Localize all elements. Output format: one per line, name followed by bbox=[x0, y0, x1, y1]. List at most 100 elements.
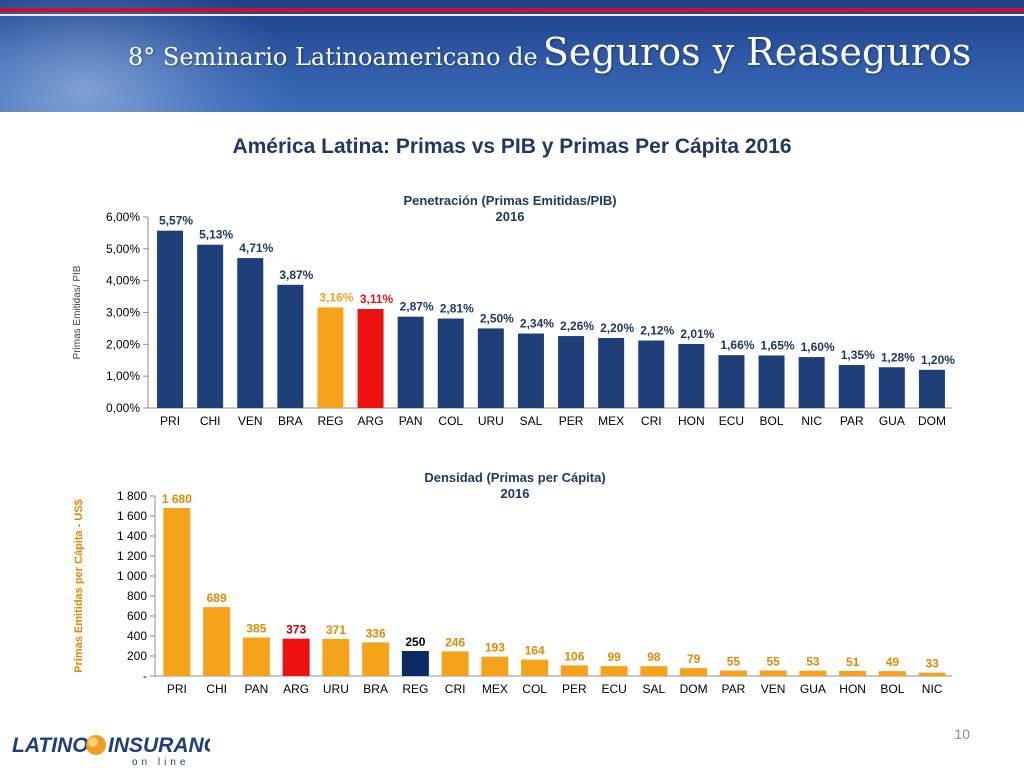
chart2-data-label-bra: 336 bbox=[366, 626, 386, 640]
chart2-data-label-bol: 49 bbox=[886, 655, 900, 669]
chart1-data-label-gua: 1,28% bbox=[881, 350, 915, 364]
chart1-bar-gua bbox=[878, 367, 905, 408]
chart1-y-tick-label: 5,00% bbox=[106, 242, 140, 256]
chart2-data-label-sal: 98 bbox=[647, 650, 661, 664]
chart1-data-label-par: 1,35% bbox=[841, 348, 875, 362]
chart1-x-tick-label-bra: BRA bbox=[278, 414, 303, 428]
chart1-data-label-chi: 5,13% bbox=[199, 228, 233, 242]
chart2-bar-hon bbox=[839, 670, 867, 676]
chart1-x-tick-label-gua: GUA bbox=[879, 414, 905, 428]
chart1-bar-hon bbox=[678, 344, 705, 408]
chart2-x-tick-label-ven: VEN bbox=[761, 682, 786, 696]
seminar-title: 8° Seminario Latinoamericano de Seguros … bbox=[128, 30, 971, 74]
chart1-data-label-bol: 1,65% bbox=[761, 338, 795, 352]
chart2-data-label-hon: 51 bbox=[846, 655, 860, 669]
chart2-x-tick-label-chi: CHI bbox=[206, 682, 227, 696]
chart2-bar-uru bbox=[322, 638, 350, 676]
chart1-data-label-nic: 1,60% bbox=[801, 340, 835, 354]
chart1-bar-per bbox=[558, 336, 585, 408]
chart1-bar-nic bbox=[798, 357, 825, 408]
chart2-x-tick-label-mex: MEX bbox=[482, 682, 508, 696]
chart2-x-tick-label-col: COL bbox=[522, 682, 547, 696]
chart2-x-tick-label-bol: BOL bbox=[880, 682, 904, 696]
chart1-x-tick-label-sal: SAL bbox=[520, 414, 543, 428]
chart2-bar-reg bbox=[401, 651, 429, 676]
chart1-bar-par bbox=[838, 365, 865, 408]
chart2-x-tick-label-pri: PRI bbox=[167, 682, 187, 696]
chart1-bar-ecu bbox=[718, 355, 745, 408]
chart2-x-tick-label-hon: HON bbox=[839, 682, 866, 696]
header-red-line bbox=[0, 8, 1024, 12]
chart1-data-label-ven: 4,71% bbox=[239, 241, 273, 255]
chart2-y-axis-label: Primas Emitidas per Cápita - US$ bbox=[73, 499, 85, 673]
density-chart: Densidad (Primas per Cápita)2016 Primas E… bbox=[73, 470, 952, 696]
chart1-y-tick-label: 0,00% bbox=[106, 401, 140, 415]
chart2-bar-bol bbox=[878, 671, 906, 676]
chart2-y-tick-label: 1 200 bbox=[117, 549, 147, 563]
chart1-data-label-uru: 2,50% bbox=[480, 311, 514, 325]
chart1-x-tick-label-hon: HON bbox=[678, 414, 705, 428]
penetration-chart: Penetración (Primas Emitidas/PIB)2016 Pri… bbox=[72, 193, 955, 428]
chart1-x-tick-label-mex: MEX bbox=[598, 414, 624, 428]
chart2-data-label-col: 164 bbox=[525, 644, 545, 658]
chart1-bar-sal bbox=[517, 333, 544, 408]
page-number: 10 bbox=[954, 726, 970, 742]
chart2-bar-pan bbox=[242, 637, 270, 676]
chart1-bar-dom bbox=[918, 369, 945, 408]
chart2-data-label-pan: 385 bbox=[246, 622, 266, 636]
chart1-x-tick-label-cri: CRI bbox=[641, 414, 662, 428]
chart2-x-tick-label-sal: SAL bbox=[643, 682, 666, 696]
chart2-bar-nic bbox=[918, 672, 946, 676]
chart1-title: Penetración (Primas Emitidas/PIB) bbox=[403, 193, 616, 208]
slide-title: América Latina: Primas vs PIB y Primas P… bbox=[232, 135, 792, 158]
chart2-x-tick-label-ecu: ECU bbox=[601, 682, 626, 696]
chart2-x-tick-label-cri: CRI bbox=[445, 682, 466, 696]
chart2-x-tick-label-pan: PAN bbox=[244, 682, 268, 696]
chart1-data-label-col: 2,81% bbox=[440, 302, 474, 316]
chart1-data-label-hon: 2,01% bbox=[680, 327, 714, 341]
logo-word-right: INSURANCE bbox=[108, 734, 210, 757]
chart2-y-tick-label: 800 bbox=[127, 589, 147, 603]
chart1-x-tick-label-pan: PAN bbox=[399, 414, 423, 428]
chart2-title: Densidad (Primas per Cápita) bbox=[424, 470, 605, 485]
chart2-bar-arg bbox=[282, 638, 310, 676]
chart1-data-label-sal: 2,34% bbox=[520, 317, 554, 331]
chart2-y-tick-label: 400 bbox=[127, 629, 147, 643]
chart2-y-tick-label: 1 000 bbox=[117, 569, 147, 583]
chart2-x-tick-label-gua: GUA bbox=[800, 682, 826, 696]
chart1-bar-mex bbox=[598, 337, 625, 408]
chart1-bar-cri bbox=[638, 340, 665, 408]
chart2-x-tick-label-par: PAR bbox=[721, 682, 745, 696]
chart2-data-label-reg: 250 bbox=[405, 635, 425, 649]
chart2-y-tick-label: 200 bbox=[127, 649, 147, 663]
chart2-bar-par bbox=[719, 670, 747, 676]
header-banner: 8° Seminario Latinoamericano de Seguros … bbox=[0, 0, 1024, 112]
chart1-subtitle: 2016 bbox=[496, 209, 525, 224]
chart1-x-tick-label-reg: REG bbox=[317, 414, 343, 428]
chart1-bar-col bbox=[437, 318, 464, 408]
chart2-bar-pri bbox=[163, 508, 191, 676]
logo-tagline: on line bbox=[132, 757, 189, 768]
chart2-data-label-cri: 246 bbox=[445, 635, 465, 649]
chart1-bar-ven bbox=[237, 258, 264, 408]
chart2-data-label-arg: 373 bbox=[286, 623, 306, 637]
chart2-bar-col bbox=[521, 659, 549, 676]
chart2-y-tick-label: 1 600 bbox=[117, 509, 147, 523]
chart1-bar-bol bbox=[758, 355, 785, 408]
chart1-data-label-ecu: 1,66% bbox=[720, 338, 754, 352]
chart1-y-axis-label: Primas Emitidas/ PIB bbox=[72, 265, 83, 359]
chart1-bar-bra bbox=[277, 284, 304, 408]
chart1-x-tick-label-ecu: ECU bbox=[719, 414, 744, 428]
chart2-data-label-dom: 79 bbox=[687, 652, 701, 666]
chart1-bar-pri bbox=[157, 230, 184, 408]
chart1-bar-reg bbox=[317, 307, 344, 408]
chart2-data-label-nic: 33 bbox=[925, 657, 939, 671]
chart1-x-tick-label-par: PAR bbox=[840, 414, 864, 428]
chart1-x-tick-label-arg: ARG bbox=[358, 414, 384, 428]
chart2-data-label-gua: 53 bbox=[806, 655, 820, 669]
chart2-y-tick-label: - bbox=[143, 669, 147, 683]
chart1-data-label-mex: 2,20% bbox=[600, 321, 634, 335]
chart1-bar-arg bbox=[357, 308, 384, 408]
chart1-bar-pan bbox=[397, 316, 424, 408]
chart2-x-tick-label-per: PER bbox=[562, 682, 587, 696]
